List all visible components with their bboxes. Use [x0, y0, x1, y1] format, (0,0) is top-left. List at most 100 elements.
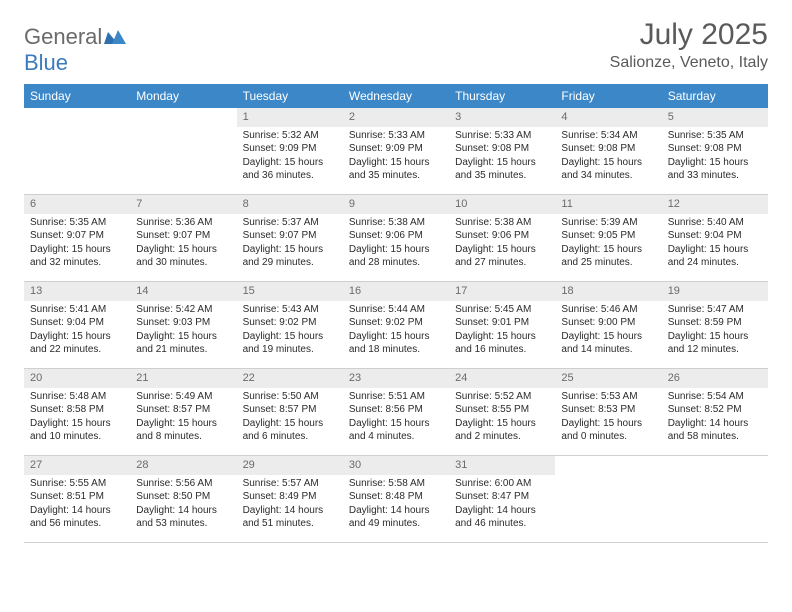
day-number: 15 [237, 282, 343, 301]
day-sunset: Sunset: 9:03 PM [136, 316, 230, 330]
day-details: Sunrise: 5:41 AMSunset: 9:04 PMDaylight:… [24, 301, 130, 361]
calendar-cell [130, 108, 236, 194]
day-details: Sunrise: 5:34 AMSunset: 9:08 PMDaylight:… [555, 127, 661, 187]
day-sunrise: Sunrise: 5:33 AM [455, 129, 549, 143]
calendar-cell: 25Sunrise: 5:53 AMSunset: 8:53 PMDayligh… [555, 369, 661, 455]
calendar-cell: 3Sunrise: 5:33 AMSunset: 9:08 PMDaylight… [449, 108, 555, 194]
day-number: 3 [449, 108, 555, 127]
day-daylight1: Daylight: 15 hours [455, 156, 549, 170]
day-daylight1: Daylight: 14 hours [455, 504, 549, 518]
day-daylight1: Daylight: 15 hours [561, 156, 655, 170]
calendar-cell: 12Sunrise: 5:40 AMSunset: 9:04 PMDayligh… [662, 195, 768, 281]
day-header: Wednesday [343, 84, 449, 108]
day-details: Sunrise: 5:39 AMSunset: 9:05 PMDaylight:… [555, 214, 661, 274]
day-sunset: Sunset: 9:06 PM [455, 229, 549, 243]
calendar-cell: 23Sunrise: 5:51 AMSunset: 8:56 PMDayligh… [343, 369, 449, 455]
day-sunrise: Sunrise: 5:49 AM [136, 390, 230, 404]
day-daylight1: Daylight: 15 hours [455, 330, 549, 344]
day-details: Sunrise: 5:38 AMSunset: 9:06 PMDaylight:… [449, 214, 555, 274]
day-daylight1: Daylight: 15 hours [349, 417, 443, 431]
day-number: 30 [343, 456, 449, 475]
day-header: Monday [130, 84, 236, 108]
day-sunset: Sunset: 8:57 PM [243, 403, 337, 417]
day-number: 23 [343, 369, 449, 388]
day-details: Sunrise: 5:48 AMSunset: 8:58 PMDaylight:… [24, 388, 130, 448]
day-number: 24 [449, 369, 555, 388]
day-sunrise: Sunrise: 6:00 AM [455, 477, 549, 491]
day-sunset: Sunset: 8:48 PM [349, 490, 443, 504]
day-sunset: Sunset: 9:02 PM [349, 316, 443, 330]
day-number: 4 [555, 108, 661, 127]
day-daylight1: Daylight: 15 hours [136, 417, 230, 431]
day-sunset: Sunset: 9:04 PM [30, 316, 124, 330]
calendar-cell: 22Sunrise: 5:50 AMSunset: 8:57 PMDayligh… [237, 369, 343, 455]
day-sunrise: Sunrise: 5:48 AM [30, 390, 124, 404]
day-daylight2: and 8 minutes. [136, 430, 230, 444]
calendar-week: 20Sunrise: 5:48 AMSunset: 8:58 PMDayligh… [24, 369, 768, 456]
day-number: 16 [343, 282, 449, 301]
calendar-cell: 8Sunrise: 5:37 AMSunset: 9:07 PMDaylight… [237, 195, 343, 281]
day-details: Sunrise: 5:42 AMSunset: 9:03 PMDaylight:… [130, 301, 236, 361]
day-details: Sunrise: 5:36 AMSunset: 9:07 PMDaylight:… [130, 214, 236, 274]
day-details: Sunrise: 5:38 AMSunset: 9:06 PMDaylight:… [343, 214, 449, 274]
day-sunrise: Sunrise: 5:35 AM [668, 129, 762, 143]
calendar-body: 1Sunrise: 5:32 AMSunset: 9:09 PMDaylight… [24, 108, 768, 543]
day-number: 1 [237, 108, 343, 127]
day-daylight2: and 12 minutes. [668, 343, 762, 357]
day-daylight1: Daylight: 15 hours [136, 330, 230, 344]
day-number: 28 [130, 456, 236, 475]
day-sunrise: Sunrise: 5:38 AM [455, 216, 549, 230]
day-daylight2: and 0 minutes. [561, 430, 655, 444]
calendar-cell: 27Sunrise: 5:55 AMSunset: 8:51 PMDayligh… [24, 456, 130, 542]
day-daylight1: Daylight: 15 hours [136, 243, 230, 257]
calendar-cell [662, 456, 768, 542]
day-number: 11 [555, 195, 661, 214]
day-number: 2 [343, 108, 449, 127]
day-sunrise: Sunrise: 5:57 AM [243, 477, 337, 491]
day-daylight2: and 56 minutes. [30, 517, 124, 531]
day-details: Sunrise: 5:35 AMSunset: 9:08 PMDaylight:… [662, 127, 768, 187]
day-header: Thursday [449, 84, 555, 108]
calendar-week: 13Sunrise: 5:41 AMSunset: 9:04 PMDayligh… [24, 282, 768, 369]
day-sunrise: Sunrise: 5:35 AM [30, 216, 124, 230]
day-daylight1: Daylight: 14 hours [668, 417, 762, 431]
day-sunset: Sunset: 8:56 PM [349, 403, 443, 417]
calendar-cell: 6Sunrise: 5:35 AMSunset: 9:07 PMDaylight… [24, 195, 130, 281]
day-sunrise: Sunrise: 5:46 AM [561, 303, 655, 317]
day-daylight2: and 10 minutes. [30, 430, 124, 444]
day-details: Sunrise: 6:00 AMSunset: 8:47 PMDaylight:… [449, 475, 555, 535]
brand-blue: Blue [24, 50, 68, 75]
day-number: 31 [449, 456, 555, 475]
location-label: Salionze, Veneto, Italy [610, 54, 768, 72]
day-daylight1: Daylight: 15 hours [243, 417, 337, 431]
day-number: 12 [662, 195, 768, 214]
calendar-cell: 18Sunrise: 5:46 AMSunset: 9:00 PMDayligh… [555, 282, 661, 368]
day-details: Sunrise: 5:33 AMSunset: 9:09 PMDaylight:… [343, 127, 449, 187]
day-sunrise: Sunrise: 5:36 AM [136, 216, 230, 230]
day-sunset: Sunset: 9:08 PM [561, 142, 655, 156]
calendar-cell [24, 108, 130, 194]
day-daylight2: and 46 minutes. [455, 517, 549, 531]
day-sunrise: Sunrise: 5:54 AM [668, 390, 762, 404]
day-sunset: Sunset: 9:09 PM [349, 142, 443, 156]
day-sunset: Sunset: 8:57 PM [136, 403, 230, 417]
day-number: 29 [237, 456, 343, 475]
day-daylight2: and 24 minutes. [668, 256, 762, 270]
day-header: Saturday [662, 84, 768, 108]
day-daylight1: Daylight: 15 hours [668, 243, 762, 257]
day-sunset: Sunset: 9:06 PM [349, 229, 443, 243]
day-number: 26 [662, 369, 768, 388]
day-sunset: Sunset: 8:53 PM [561, 403, 655, 417]
day-details: Sunrise: 5:44 AMSunset: 9:02 PMDaylight:… [343, 301, 449, 361]
day-sunrise: Sunrise: 5:45 AM [455, 303, 549, 317]
calendar-cell: 31Sunrise: 6:00 AMSunset: 8:47 PMDayligh… [449, 456, 555, 542]
day-details: Sunrise: 5:33 AMSunset: 9:08 PMDaylight:… [449, 127, 555, 187]
brand-text: GeneralBlue [24, 24, 126, 76]
day-daylight1: Daylight: 15 hours [668, 330, 762, 344]
day-sunrise: Sunrise: 5:52 AM [455, 390, 549, 404]
day-sunrise: Sunrise: 5:53 AM [561, 390, 655, 404]
day-sunrise: Sunrise: 5:58 AM [349, 477, 443, 491]
day-number: 18 [555, 282, 661, 301]
calendar-cell: 7Sunrise: 5:36 AMSunset: 9:07 PMDaylight… [130, 195, 236, 281]
day-sunset: Sunset: 8:51 PM [30, 490, 124, 504]
